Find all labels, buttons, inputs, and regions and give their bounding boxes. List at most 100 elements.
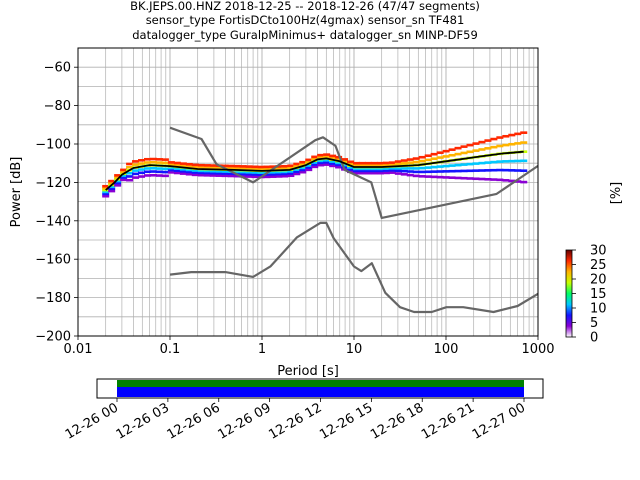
series-layer xyxy=(105,126,539,314)
psd-bin xyxy=(215,174,223,177)
psd-bin xyxy=(293,172,301,176)
psd-bin xyxy=(502,160,510,163)
psd-bin xyxy=(185,162,193,166)
psd-bin xyxy=(436,156,444,159)
psd-bin xyxy=(388,163,396,166)
psd-bin xyxy=(120,174,128,177)
x-tick-label: 1 xyxy=(258,342,266,357)
psd-bin xyxy=(430,152,438,156)
plot-background xyxy=(78,48,538,336)
psd-bin xyxy=(370,163,378,167)
psd-bin xyxy=(269,175,277,178)
psd-bin xyxy=(305,160,313,164)
psd-bin xyxy=(394,172,402,175)
psd-bin xyxy=(502,179,510,182)
colorbar-tick-label: 30 xyxy=(590,244,607,259)
title-line-3: datalogger_type GuralpMinimus+ datalogge… xyxy=(132,28,478,42)
psd-bin xyxy=(317,155,325,159)
psd-bin xyxy=(394,169,402,173)
psd-bin xyxy=(275,165,283,168)
psd-bin xyxy=(376,163,384,167)
psd-bin xyxy=(167,171,175,174)
psd-bin xyxy=(138,175,146,178)
psd-bin xyxy=(370,161,378,165)
psd-bin xyxy=(496,168,504,172)
psd-bin xyxy=(108,189,116,193)
psd-bin xyxy=(353,171,361,175)
psd-bin xyxy=(132,163,140,166)
colorbar-tick-label: 25 xyxy=(590,258,607,273)
psd-bin xyxy=(287,164,295,168)
psd-bin xyxy=(472,169,480,172)
psd-bin xyxy=(382,169,390,172)
psd-bin xyxy=(215,172,223,175)
psd-bin xyxy=(251,167,259,171)
psd-bin xyxy=(161,174,169,178)
psd-bin xyxy=(311,155,319,159)
psd-bin xyxy=(275,172,283,176)
timeline-bar-top xyxy=(117,380,524,387)
psd-bin xyxy=(412,157,420,160)
psd-bin xyxy=(281,172,289,176)
psd-bin xyxy=(281,170,289,174)
psd-bin xyxy=(353,161,361,165)
psd-bin xyxy=(197,169,205,173)
psd-bin xyxy=(370,167,378,171)
psd-bin xyxy=(126,171,134,175)
psd-bin xyxy=(376,161,384,165)
title-line-2: sensor_type FortisDCto100Hz(4gmax) senso… xyxy=(146,13,465,27)
psd-bin xyxy=(299,168,307,172)
psd-bin xyxy=(293,170,301,173)
y-tick-label: −100 xyxy=(35,138,71,153)
psd-bin xyxy=(323,155,331,158)
psd-bin xyxy=(502,134,510,138)
psd-bin xyxy=(347,162,355,166)
psd-bin xyxy=(442,164,450,168)
psd-bin xyxy=(144,174,152,177)
psd-bin xyxy=(317,163,325,167)
psd-bin xyxy=(287,174,295,178)
psd-bin xyxy=(424,158,432,162)
psd-bin xyxy=(382,167,390,170)
psd-bin xyxy=(454,169,462,173)
x-tick-label: 0.01 xyxy=(64,342,93,357)
psd-bin xyxy=(382,161,390,165)
psd-bin xyxy=(221,170,229,173)
x-tick-label: 1000 xyxy=(521,342,554,357)
psd-bin xyxy=(269,171,277,174)
psd-bin xyxy=(161,158,169,161)
psd-bin xyxy=(191,165,199,169)
psd-bin xyxy=(185,172,193,176)
psd-bin xyxy=(353,163,361,167)
psd-bin xyxy=(448,164,456,167)
psd-bin xyxy=(132,176,140,179)
timeline-tick-label: 12-26 18 xyxy=(368,400,426,442)
psd-bin xyxy=(263,173,271,176)
psd-bin xyxy=(436,165,444,168)
psd-bin xyxy=(335,157,343,161)
psd-bin xyxy=(490,145,498,149)
psd-bin xyxy=(155,167,163,170)
psd-bin xyxy=(448,153,456,157)
psd-bin xyxy=(406,161,414,164)
psd-bin xyxy=(514,169,522,172)
psd-bin xyxy=(406,158,414,161)
psd-bin xyxy=(400,169,408,173)
psd-bin xyxy=(430,170,438,173)
y-tick-label: −200 xyxy=(35,330,71,345)
psd-bin xyxy=(496,178,504,182)
y-tick-label: −120 xyxy=(35,176,71,191)
colorbar-label: [%] xyxy=(609,182,624,205)
psd-bin xyxy=(496,160,504,163)
y-axis-label: Power [dB] xyxy=(9,157,24,228)
colorbar-tick-label: 20 xyxy=(590,273,607,288)
psd-bin xyxy=(370,171,378,175)
colorbar-tick-label: 15 xyxy=(590,287,607,302)
psd-bin xyxy=(114,181,122,185)
psd-bin xyxy=(520,169,528,172)
psd-bin xyxy=(114,174,122,177)
psd-bin xyxy=(203,171,211,175)
psd-bin xyxy=(448,148,456,151)
psd-bin xyxy=(179,162,187,165)
